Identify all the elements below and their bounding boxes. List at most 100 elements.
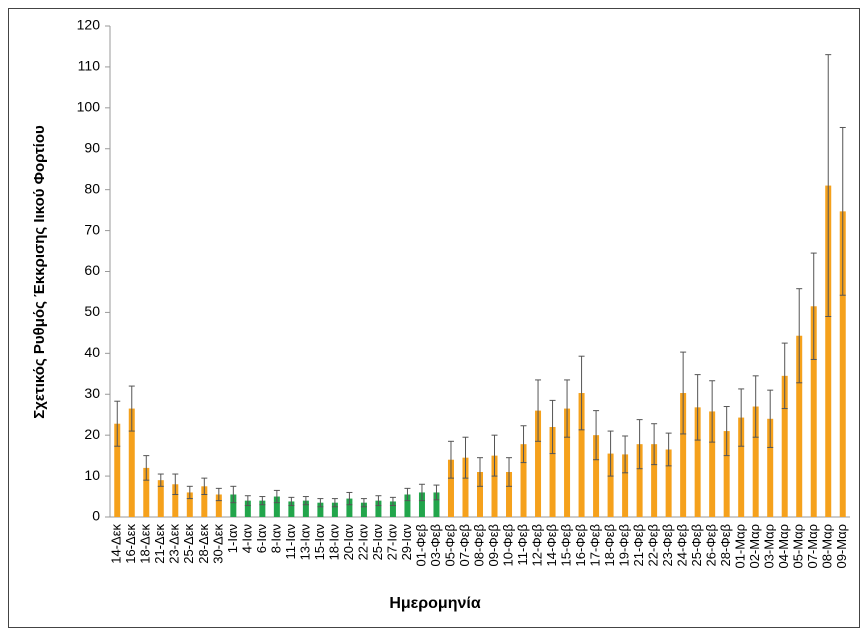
x-tick-label: 08-Φεβ xyxy=(471,524,486,566)
y-tick-label: 0 xyxy=(92,508,100,524)
bar xyxy=(535,410,542,517)
x-tick-label: 25-Ιαν xyxy=(370,524,385,560)
x-tick-label: 07-Φεβ xyxy=(457,524,472,566)
x-tick-label: 14-Φεβ xyxy=(544,524,559,566)
x-tick-label: 18-Δεκ xyxy=(138,524,153,564)
bar xyxy=(360,502,367,517)
y-tick-label: 80 xyxy=(84,180,100,196)
y-tick-label: 40 xyxy=(84,344,100,360)
bar xyxy=(520,444,527,517)
x-tick-label: 16-Δεκ xyxy=(123,524,138,564)
bar xyxy=(172,484,179,517)
bar xyxy=(418,492,425,517)
x-tick-label: 09-Μαρ xyxy=(834,524,849,569)
y-tick-label: 110 xyxy=(78,58,101,74)
x-tick-label: 04-Μαρ xyxy=(776,524,791,569)
x-tick-label: 21-Φεβ xyxy=(631,524,646,566)
x-tick-label: 27-Ιαν xyxy=(384,524,399,560)
y-tick-label: 120 xyxy=(77,17,101,33)
bar xyxy=(680,393,687,517)
x-tick-label: 1-Ιαν xyxy=(225,524,240,553)
x-tick-label: 01-Φεβ xyxy=(413,524,428,566)
x-tick-label: 17-Φεβ xyxy=(588,524,603,566)
bar xyxy=(375,500,382,517)
y-tick-label: 90 xyxy=(84,139,100,155)
bar xyxy=(491,455,498,517)
x-tick-label: 08-Μαρ xyxy=(820,524,835,569)
x-tick-label: 26-Φεβ xyxy=(704,524,719,566)
x-tick-label: 29-Ιαν xyxy=(399,524,414,560)
bar xyxy=(752,406,759,517)
bar xyxy=(288,501,295,517)
bar xyxy=(622,454,629,517)
bar xyxy=(651,444,658,517)
bar xyxy=(259,500,266,517)
x-tick-label: 05-Φεβ xyxy=(442,524,457,566)
x-tick-label: 12-Φεβ xyxy=(529,524,544,566)
bar xyxy=(578,393,585,517)
chart-border xyxy=(8,8,860,628)
bar xyxy=(201,486,208,517)
bar xyxy=(767,418,774,517)
bar xyxy=(825,185,832,517)
bar xyxy=(506,471,513,517)
bar xyxy=(607,453,614,517)
bar xyxy=(128,408,135,517)
bar xyxy=(186,492,193,517)
x-tick-label: 18-Φεβ xyxy=(602,524,617,566)
x-tick-label: 15-Ιαν xyxy=(312,524,327,560)
y-axis-title: Σχετικός Ρυθμός Έκκρισης Ιικού Φορτίου xyxy=(31,125,48,419)
bar xyxy=(389,501,396,517)
bar xyxy=(114,423,121,517)
x-tick-label: 22-Φεβ xyxy=(646,524,661,566)
y-tick-label: 20 xyxy=(84,426,100,442)
x-tick-label: 23-Φεβ xyxy=(660,524,675,566)
x-tick-label: 22-Ιαν xyxy=(355,524,370,560)
bar xyxy=(447,459,454,517)
bar xyxy=(593,435,600,517)
bar xyxy=(230,494,237,517)
x-tick-label: 01-Μαρ xyxy=(733,524,748,569)
x-tick-label: 8-Ιαν xyxy=(268,524,283,553)
y-tick-label: 100 xyxy=(77,99,101,115)
x-tick-label: 23-Δεκ xyxy=(167,524,182,564)
bar xyxy=(317,502,324,517)
x-tick-label: 10-Φεβ xyxy=(500,524,515,566)
bar xyxy=(404,494,411,517)
bar xyxy=(462,457,469,517)
bar xyxy=(215,494,222,517)
bar xyxy=(796,335,803,517)
bar xyxy=(477,471,483,517)
bar xyxy=(709,411,716,517)
bar xyxy=(244,500,251,517)
bar xyxy=(302,500,309,517)
bar xyxy=(738,417,745,517)
x-tick-label: 14-Δεκ xyxy=(109,524,124,564)
x-tick-label: 25-Φεβ xyxy=(689,524,704,566)
x-tick-label: 28-Φεβ xyxy=(718,524,733,566)
x-tick-label: 6-Ιαν xyxy=(254,524,269,553)
x-tick-label: 25-Δεκ xyxy=(181,524,196,564)
y-tick-label: 60 xyxy=(84,262,100,278)
x-tick-label: 19-Φεβ xyxy=(617,524,632,566)
bar xyxy=(810,306,817,517)
x-tick-label: 11-Φεβ xyxy=(515,524,530,565)
y-tick-label: 10 xyxy=(84,467,100,483)
bar xyxy=(273,496,280,517)
y-tick-label: 50 xyxy=(84,303,100,319)
x-axis-title: Ημερομηνία xyxy=(389,595,481,612)
bar xyxy=(723,431,730,517)
x-tick-label: 11-Ιαν xyxy=(283,524,298,559)
y-tick-label: 70 xyxy=(84,221,100,237)
x-tick-label: 30-Δεκ xyxy=(210,524,225,564)
bar xyxy=(157,480,164,517)
x-tick-label: 20-Ιαν xyxy=(341,524,356,560)
bar xyxy=(143,467,150,517)
bar xyxy=(549,426,556,517)
bar xyxy=(636,444,643,517)
x-tick-label: 21-Δεκ xyxy=(152,524,167,564)
x-tick-label: 02-Μαρ xyxy=(747,524,762,569)
bar xyxy=(839,211,846,518)
x-tick-label: 07-Μαρ xyxy=(805,524,820,569)
x-tick-label: 4-Ιαν xyxy=(239,524,254,553)
